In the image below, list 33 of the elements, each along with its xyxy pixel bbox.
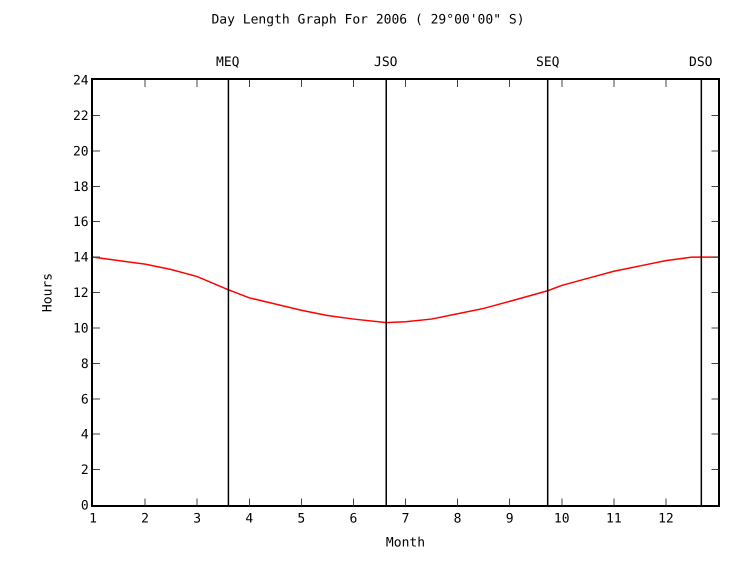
- x-tick-label: 11: [606, 511, 622, 526]
- y-tick-label: 16: [72, 215, 89, 230]
- x-tick-label: 5: [297, 511, 306, 526]
- x-tick-label: 6: [350, 511, 358, 526]
- y-tick-label: 0: [80, 498, 89, 514]
- y-tick-label: 22: [72, 108, 89, 124]
- x-tick-label: 2: [141, 511, 149, 526]
- y-tick-label: 24: [72, 74, 89, 89]
- y-tick-label: 12: [72, 286, 89, 302]
- x-tick-label: 3: [193, 511, 202, 526]
- y-tick-label: 20: [72, 144, 89, 160]
- y-tick-label: 8: [80, 356, 89, 372]
- ref-line-label: DSO: [689, 55, 713, 70]
- x-tick-label: 4: [245, 511, 254, 526]
- x-tick-label: 10: [554, 511, 570, 526]
- x-tick-label: 7: [402, 511, 410, 526]
- y-tick-label: 6: [80, 392, 89, 408]
- x-tick-label: 8: [454, 511, 462, 526]
- chart-title: Day Length Graph For 2006 ( 29°00'00" S): [211, 12, 525, 28]
- y-tick-label: 14: [72, 250, 89, 266]
- x-tick-label: 9: [506, 511, 514, 526]
- x-tick-label: 1: [89, 511, 97, 526]
- ref-line-label: JSO: [374, 55, 398, 70]
- x-tick-label: 12: [658, 511, 674, 526]
- y-axis-title: Hours: [40, 272, 56, 312]
- y-tick-label: 4: [80, 428, 89, 443]
- ref-line-label: SEQ: [536, 55, 560, 70]
- y-tick-label: 18: [72, 180, 89, 195]
- y-tick-label: 2: [80, 463, 89, 478]
- line-series: [93, 256, 718, 324]
- ref-line-label: MEQ: [216, 55, 240, 70]
- y-tick-label: 10: [72, 321, 89, 336]
- x-axis-title: Month: [386, 535, 426, 550]
